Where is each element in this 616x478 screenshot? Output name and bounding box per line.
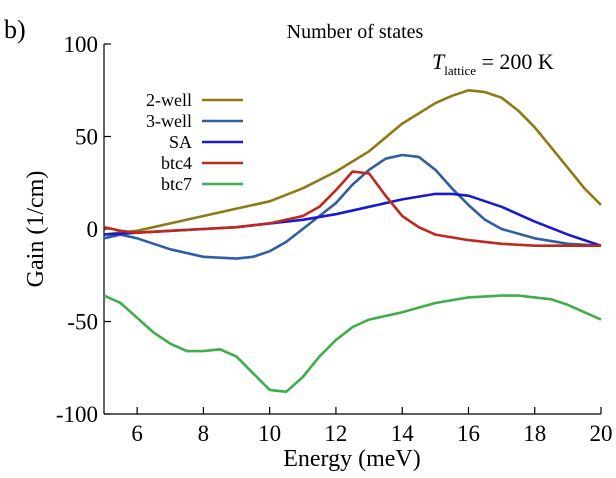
annotation-symbol: T [432,49,446,74]
x-tick-label-20: 20 [590,421,613,446]
legend-label-btc4: btc4 [161,153,192,173]
series-line-btc7 [103,294,602,394]
y-tick-label--50: -50 [67,310,98,335]
series-line-3-well [103,153,602,260]
series-line-btc4 [103,170,601,247]
legend-label-3-well: 3-well [146,111,192,131]
x-tick-label-18: 18 [523,421,546,446]
legend-label-2-well: 2-well [146,90,192,110]
axis-ticks: -100 -50 0 50 100 6 8 10 12 14 16 18 20 [56,32,613,446]
y-axis-title: Gain (1/cm) [23,171,49,288]
y-tick-label-0: 0 [87,217,99,242]
x-tick-label-6: 6 [131,421,143,446]
panel-label: b) [4,15,26,44]
x-tick-label-12: 12 [324,421,347,446]
series-line-SA [103,192,602,247]
x-tick-label-14: 14 [391,421,415,446]
x-tick-label-16: 16 [457,421,480,446]
chart-title: Number of states [287,21,424,43]
y-tick-label-100: 100 [64,32,99,57]
x-tick-label-10: 10 [258,421,281,446]
series-line-2-well [103,89,602,236]
x-axis-title: Energy (meV) [283,446,421,472]
legend-label-SA: SA [169,132,192,152]
annotation-subscript: lattice [444,63,476,78]
y-tick-label-50: 50 [75,125,98,150]
annotation-t-lattice: Tlattice = 200 K [432,49,554,78]
y-tick-label--100: -100 [56,402,98,427]
data-series [103,89,602,394]
annotation-value: = 200 K [476,49,554,74]
legend-label-btc7: btc7 [161,174,192,194]
x-tick-label-8: 8 [198,421,210,446]
